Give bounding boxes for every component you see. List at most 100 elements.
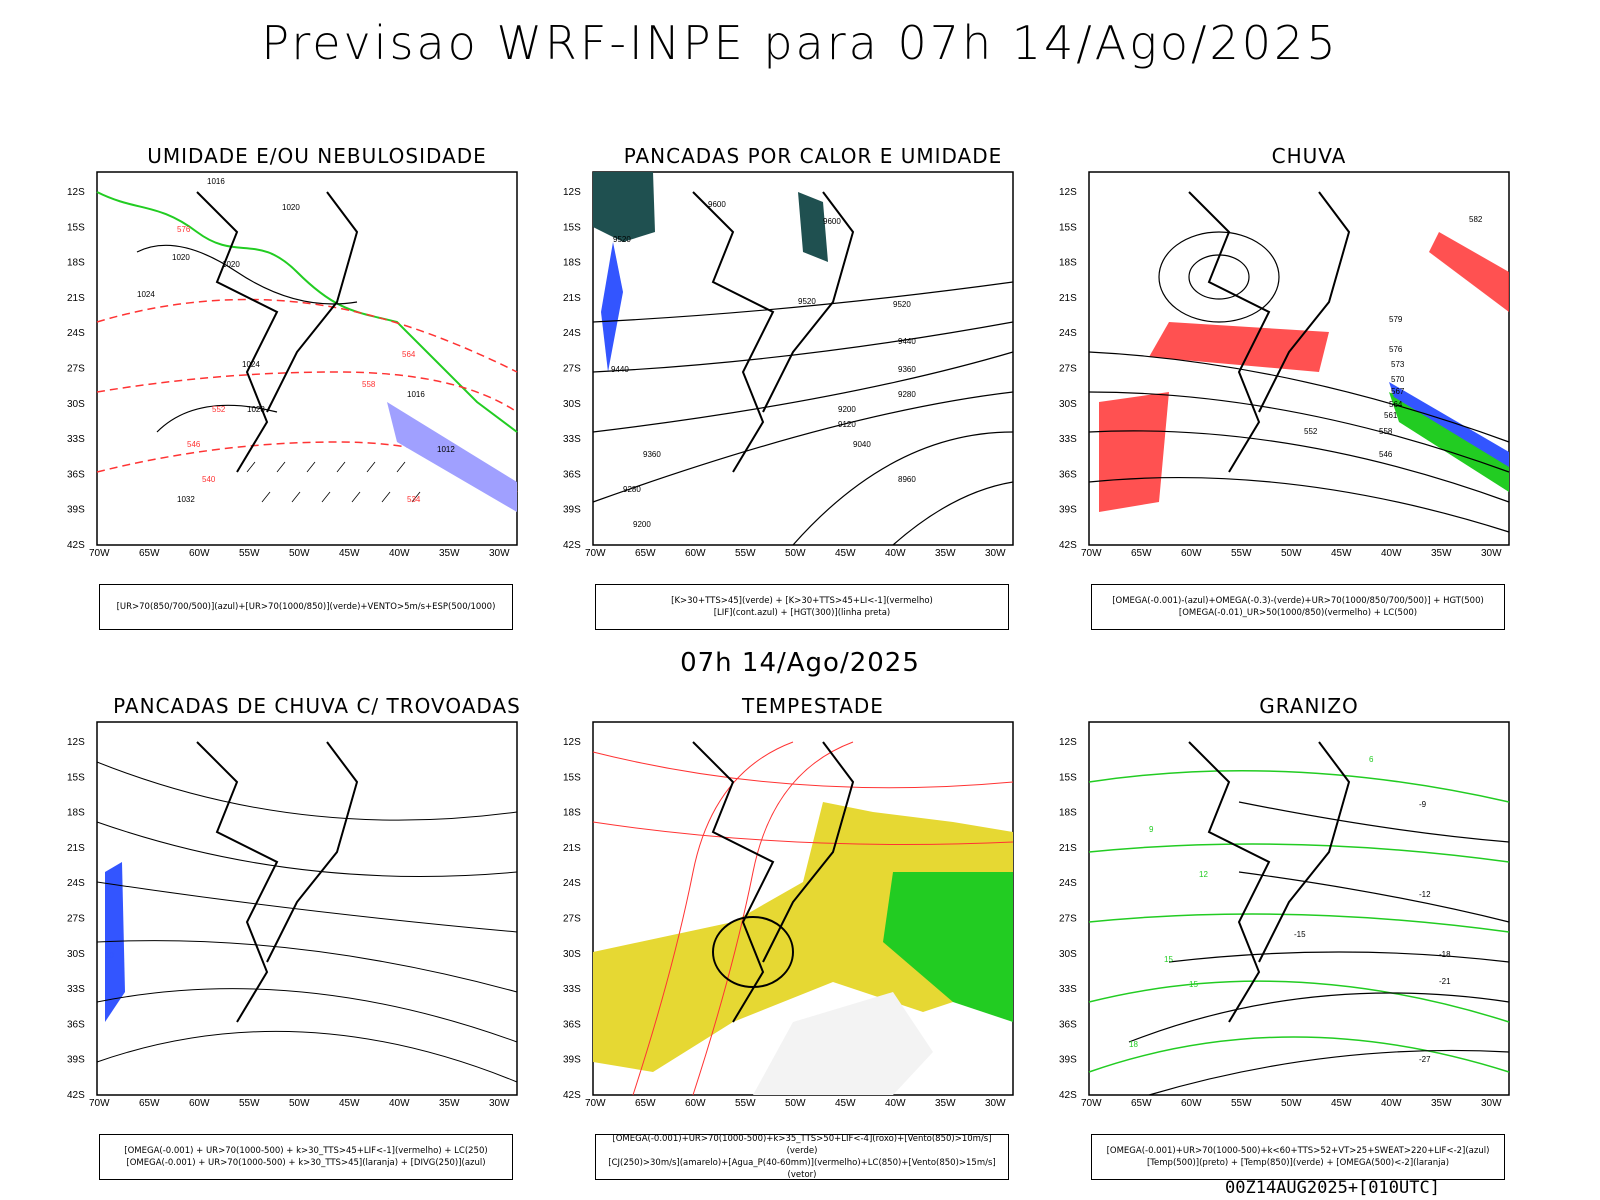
temp850-contour bbox=[1088, 980, 1510, 1023]
lon-tick-label: 60W bbox=[685, 548, 706, 559]
lon-tick-label: 35W bbox=[1431, 548, 1452, 559]
lat-tick-label: 15S bbox=[563, 772, 581, 783]
legend-line: [CJ(250)>30m/s](amarelo)+[Agua_P(40-60mm… bbox=[608, 1158, 996, 1180]
map-frame bbox=[96, 721, 518, 1096]
lon-tick-label: 65W bbox=[1131, 1098, 1152, 1109]
lon-tick-label: 30W bbox=[489, 548, 510, 559]
divergence-area-blue bbox=[105, 862, 125, 1022]
lon-tick-label: 65W bbox=[139, 1098, 160, 1109]
contour-label: 9200 bbox=[633, 520, 651, 529]
lat-tick-label: 12S bbox=[563, 187, 581, 198]
contour-label: 576 bbox=[177, 225, 191, 234]
contour-label: 564 bbox=[1389, 400, 1403, 409]
contour-label: 15 bbox=[1189, 980, 1198, 989]
streamline bbox=[96, 1030, 518, 1083]
lat-tick-label: 12S bbox=[67, 187, 85, 198]
rain-area-red bbox=[1429, 232, 1509, 312]
contour-label: 1016 bbox=[407, 390, 425, 399]
lat-tick-label: 33S bbox=[563, 434, 581, 445]
map-tempestade: 12S 15S 18S 21S 24S 27S 30S 33S 36S 39S 42S 70W 65W 6… bbox=[563, 721, 1014, 1109]
contour-labels: 1016 1020 1020 1020 1024 1024 1028 1032 … bbox=[137, 177, 455, 504]
lat-tick-label: 39S bbox=[67, 1055, 85, 1066]
height-contour bbox=[592, 281, 1014, 323]
panel-title: GRANIZO bbox=[1259, 694, 1359, 718]
lat-tick-label: 18S bbox=[1059, 258, 1077, 269]
axis-ticks: 12S 15S 18S 21S 24S 27S 30S 33S 36S 39S 42S 70W 65W 6… bbox=[1059, 187, 1502, 559]
temp500-contour bbox=[1148, 1049, 1510, 1096]
lat-tick-label: 36S bbox=[67, 469, 85, 480]
streamline bbox=[96, 988, 518, 1043]
lon-tick-label: 70W bbox=[1081, 548, 1102, 559]
lat-tick-label: 30S bbox=[1059, 949, 1077, 960]
contour-label: 9040 bbox=[853, 440, 871, 449]
contour-label: 8960 bbox=[898, 475, 916, 484]
height-contour bbox=[592, 391, 1014, 503]
lat-tick-label: 27S bbox=[67, 914, 85, 925]
lon-tick-label: 60W bbox=[189, 548, 210, 559]
map-pancadas: 9600 9600 9520 9520 9440 9360 9280 9200 … bbox=[563, 171, 1014, 559]
lon-tick-label: 70W bbox=[585, 548, 606, 559]
lat-tick-label: 42S bbox=[67, 540, 85, 551]
contour-label: 546 bbox=[187, 440, 201, 449]
country-borders bbox=[1188, 191, 1271, 473]
lon-tick-label: 55W bbox=[735, 1098, 756, 1109]
lat-tick-label: 15S bbox=[67, 222, 85, 233]
coastline bbox=[266, 741, 359, 963]
lat-tick-label: 12S bbox=[1059, 187, 1077, 198]
contour-label: 6 bbox=[1369, 755, 1374, 764]
contour-label: 9200 bbox=[838, 405, 856, 414]
lon-tick-label: 60W bbox=[189, 1098, 210, 1109]
height-contour bbox=[1088, 430, 1510, 503]
lat-tick-label: 42S bbox=[563, 1090, 581, 1101]
lon-tick-label: 50W bbox=[289, 1098, 310, 1109]
streamline-red bbox=[592, 821, 1014, 845]
contour-labels: 582 579 576 573 570 567 564 561 558 552 … bbox=[1304, 215, 1483, 459]
streamline bbox=[96, 761, 518, 821]
contour-label: 9360 bbox=[643, 450, 661, 459]
legend-line: [OMEGA(-0.001) + UR>70(1000-500) + k>30_… bbox=[126, 1158, 486, 1168]
lat-tick-label: 36S bbox=[563, 469, 581, 480]
country-borders bbox=[196, 741, 279, 1023]
lat-tick-label: 21S bbox=[1059, 843, 1077, 854]
lat-tick-label: 24S bbox=[1059, 878, 1077, 889]
contour-label: 9360 bbox=[898, 365, 916, 374]
rain-area-red bbox=[1099, 392, 1169, 512]
lat-tick-label: 39S bbox=[1059, 505, 1077, 516]
lat-tick-label: 18S bbox=[67, 808, 85, 819]
lat-tick-label: 39S bbox=[563, 1055, 581, 1066]
contour-label: 18 bbox=[1129, 1040, 1138, 1049]
contour-label: -27 bbox=[1419, 1055, 1431, 1064]
contour-label: 1028 bbox=[247, 405, 265, 414]
contour-label: 9600 bbox=[708, 200, 726, 209]
lat-tick-label: 42S bbox=[67, 1090, 85, 1101]
panel-legend: [OMEGA(-0.001)-(azul)+OMEGA(-0.3)-(verde… bbox=[1091, 584, 1505, 630]
lat-tick-label: 27S bbox=[1059, 914, 1077, 925]
temp500-contour bbox=[1238, 871, 1510, 923]
contour-label: 579 bbox=[1389, 315, 1403, 324]
lat-tick-label: 15S bbox=[1059, 222, 1077, 233]
country-borders bbox=[692, 741, 775, 1023]
lon-tick-label: 40W bbox=[1381, 1098, 1402, 1109]
lon-tick-label: 65W bbox=[1131, 548, 1152, 559]
legend-line: [K>30+TTS>45](verde) + [K>30+TTS>45+LI<-… bbox=[671, 596, 933, 606]
lat-tick-label: 39S bbox=[67, 505, 85, 516]
country-borders bbox=[692, 191, 775, 473]
lon-tick-label: 40W bbox=[885, 548, 906, 559]
lat-tick-label: 27S bbox=[563, 914, 581, 925]
main-title: Previsao WRF-INPE para 07h 14/Ago/2025 bbox=[261, 16, 1339, 70]
lat-tick-label: 39S bbox=[1059, 1055, 1077, 1066]
legend-line: [OMEGA(-0.01)_UR>50(1000/850)(vermelho) … bbox=[1178, 608, 1418, 618]
contour-label: 573 bbox=[1391, 360, 1405, 369]
contour-label: 9280 bbox=[623, 485, 641, 494]
lat-tick-label: 24S bbox=[563, 878, 581, 889]
lat-tick-label: 39S bbox=[563, 505, 581, 516]
lon-tick-label: 65W bbox=[635, 548, 656, 559]
lon-tick-label: 70W bbox=[89, 1098, 110, 1109]
streamline bbox=[96, 940, 518, 993]
lon-tick-label: 45W bbox=[835, 1098, 856, 1109]
legend-line: [OMEGA(-0.001)+UR>70(1000-500)+k>35_TTS>… bbox=[612, 1134, 992, 1156]
temp500-contour bbox=[1238, 801, 1510, 843]
temp850-contour bbox=[1088, 843, 1510, 863]
contour-label: 9120 bbox=[838, 420, 856, 429]
contour-label: 546 bbox=[1379, 450, 1393, 459]
